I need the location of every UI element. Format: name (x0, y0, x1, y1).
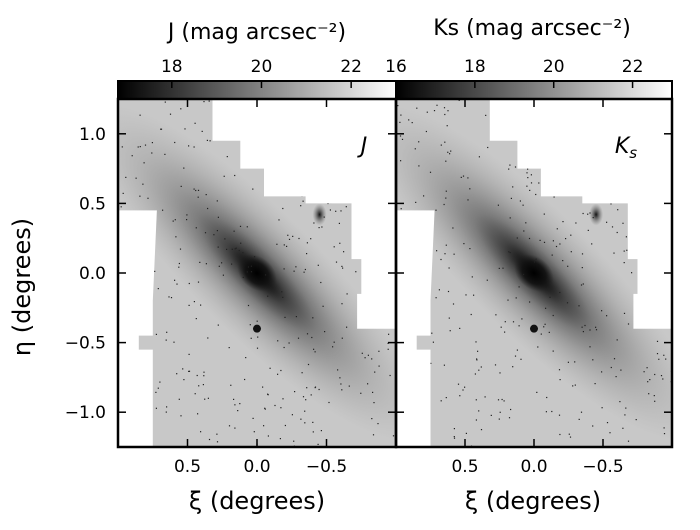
y-tick-label: −1.0 (65, 403, 106, 423)
satellite-galaxy (312, 203, 327, 226)
x-axis-label-ks: ξ (degrees) (465, 487, 601, 515)
x-tick-label: −0.5 (306, 457, 347, 477)
x-tick-label: −0.5 (582, 457, 623, 477)
galaxy-core (514, 254, 554, 292)
panel-frames (116, 97, 674, 449)
satellite-galaxy (253, 324, 261, 333)
satellite-galaxy (589, 203, 604, 226)
colorbar-tick-label: 22 (622, 57, 644, 77)
x-tick-label: 0.5 (451, 457, 478, 477)
y-tick-label: 0.0 (79, 264, 106, 284)
x-axis-label-j: ξ (degrees) (189, 487, 325, 515)
y-tick-label: 0.5 (79, 194, 106, 214)
satellite-galaxy (530, 324, 538, 333)
colorbar-tick-label: 22 (340, 57, 362, 77)
y-tick-label: 1.0 (79, 125, 106, 145)
colorbar-tick-label: 18 (161, 57, 183, 77)
colorbar-tick-label: 20 (251, 57, 273, 77)
survey-field (118, 99, 396, 447)
x-tick-label: 0.5 (174, 457, 201, 477)
colorbar-ticks: 18 20 22 16 18 20 22 (161, 57, 643, 88)
panel-label-ks: Ks (615, 134, 637, 162)
galaxy-core (237, 254, 277, 292)
panel-frame (394, 97, 674, 449)
colorbar-j (117, 80, 397, 100)
panel-label-j: J (357, 134, 368, 159)
colorbar-ks (395, 80, 673, 100)
y-tick-label: −0.5 (65, 334, 106, 354)
colorbar-tick-label: 20 (543, 57, 565, 77)
colorbar-tick-label: 18 (464, 57, 486, 77)
colorbar-title-ks: Ks (mag arcsec⁻²) (433, 16, 631, 41)
colorbar-tick-label: 16 (385, 57, 407, 77)
x-tick-label: 0.0 (520, 457, 547, 477)
y-axis-label: η (degrees) (8, 218, 36, 356)
colorbar-title-j: J (mag arcsec⁻²) (166, 20, 346, 45)
panel-j: 1.0 0.5 0.0 −0.5 −1.0 0.5 0.0 −0.5 (65, 99, 396, 477)
x-tick-label: 0.0 (243, 457, 270, 477)
